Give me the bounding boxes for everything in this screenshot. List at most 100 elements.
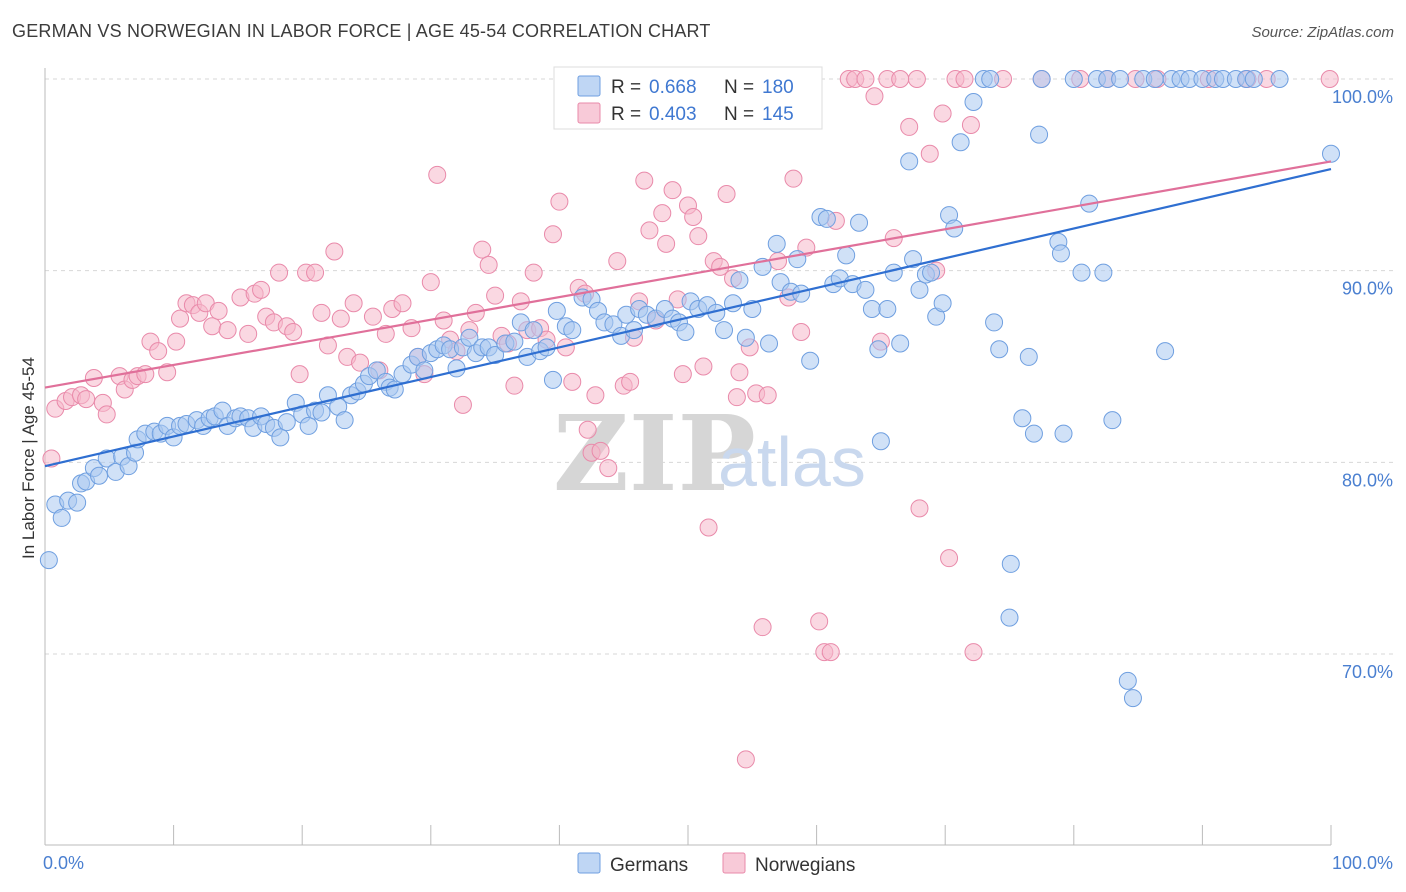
legend-swatch-norwegians [577, 102, 601, 124]
point-germans [856, 280, 875, 299]
point-germans [736, 328, 755, 347]
point-norwegians [955, 70, 974, 88]
point-norwegians [856, 70, 875, 88]
trend-line-norwegians [44, 160, 1332, 389]
point-norwegians [563, 372, 582, 391]
point-norwegians [543, 225, 562, 244]
point-norwegians [550, 192, 569, 211]
point-germans [90, 466, 109, 485]
point-germans [1013, 409, 1032, 428]
point-norwegians [344, 294, 363, 313]
x-tick-label-max: 100.0% [1332, 853, 1393, 873]
point-germans [715, 321, 734, 340]
point-norwegians [421, 273, 440, 292]
point-norwegians [479, 255, 498, 274]
point-germans [1322, 144, 1340, 163]
point-germans [904, 250, 923, 269]
point-norwegians [270, 263, 289, 282]
series-legend: Germans Norwegians [577, 852, 855, 876]
point-norwegians [736, 750, 755, 769]
point-germans [1244, 70, 1263, 88]
point-germans [869, 340, 888, 359]
point-germans [524, 321, 543, 340]
point-germans [676, 323, 695, 341]
point-norwegians [363, 307, 382, 326]
point-norwegians [640, 221, 659, 240]
point-norwegians [505, 376, 524, 395]
y-tick-label: 90.0% [1342, 279, 1393, 299]
point-norwegians [920, 144, 939, 163]
y-tick-label: 70.0% [1342, 662, 1393, 682]
correlation-legend: R = 0.668 N = 180 R = 0.403 N = 145 [553, 66, 823, 130]
point-norwegians [900, 117, 919, 136]
point-germans [68, 493, 87, 512]
point-germans [486, 346, 505, 364]
point-norwegians [653, 204, 672, 223]
point-germans [981, 70, 1000, 88]
point-germans [547, 301, 566, 320]
point-norwegians [663, 181, 682, 200]
point-germans [964, 93, 983, 111]
point-norwegians [717, 185, 736, 203]
point-germans [505, 332, 524, 351]
point-germans [537, 338, 556, 357]
point-germans [1051, 244, 1070, 263]
point-norwegians [727, 388, 746, 407]
point-germans [1103, 411, 1122, 430]
point-germans [543, 370, 562, 389]
point-norwegians [331, 309, 350, 328]
point-germans [767, 234, 786, 253]
legend-n-value-norwegians: 145 [762, 104, 794, 125]
point-norwegians [325, 242, 344, 261]
point-norwegians [657, 234, 676, 253]
point-germans [1156, 342, 1175, 361]
point-germans [817, 209, 836, 228]
point-germans [447, 359, 466, 378]
bottom-legend-label-germans: Germans [610, 855, 688, 876]
point-norwegians [203, 317, 222, 336]
point-germans [39, 551, 58, 570]
point-norwegians [694, 357, 713, 376]
point-norwegians [910, 499, 929, 518]
point-germans [760, 334, 779, 353]
legend-n-label-norwegians: N = [724, 104, 754, 125]
trend-lines [44, 160, 1332, 468]
point-germans [1001, 554, 1020, 573]
legend-r-value-germans: 0.668 [649, 77, 697, 98]
point-norwegians [891, 70, 910, 88]
point-norwegians [453, 395, 472, 414]
point-germans [910, 280, 929, 299]
point-norwegians [961, 116, 980, 134]
x-ticks [44, 825, 1332, 845]
point-norwegians [428, 165, 447, 184]
point-norwegians [673, 365, 692, 384]
chart-title: GERMAN VS NORWEGIAN IN LABOR FORCE | AGE… [12, 21, 711, 41]
y-axis-label: In Labor Force | Age 45-54 [19, 357, 38, 559]
point-norwegians [511, 292, 530, 311]
point-germans [951, 133, 970, 152]
point-norwegians [284, 323, 303, 341]
point-norwegians [149, 342, 168, 361]
point-norwegians [1320, 70, 1339, 88]
point-norwegians [821, 643, 840, 662]
point-norwegians [473, 240, 492, 259]
point-germans [985, 313, 1004, 332]
point-norwegians [792, 323, 811, 341]
grid-lines [45, 78, 1393, 655]
point-norwegians [730, 363, 749, 382]
source-credit: Source: ZipAtlas.com [1251, 24, 1394, 41]
point-norwegians [209, 301, 228, 320]
point-germans [891, 334, 910, 353]
point-germans [730, 271, 749, 290]
watermark-atlas: atlas [718, 423, 866, 501]
point-norwegians [753, 618, 772, 637]
legend-swatch-germans [577, 75, 601, 97]
point-germans [299, 416, 318, 435]
point-norwegians [684, 208, 703, 226]
point-germans [1032, 70, 1051, 88]
point-germans [271, 428, 290, 447]
point-norwegians [784, 169, 803, 188]
x-tick-label-min: 0.0% [43, 853, 84, 873]
point-germans [850, 213, 869, 232]
point-germans [1145, 70, 1164, 88]
